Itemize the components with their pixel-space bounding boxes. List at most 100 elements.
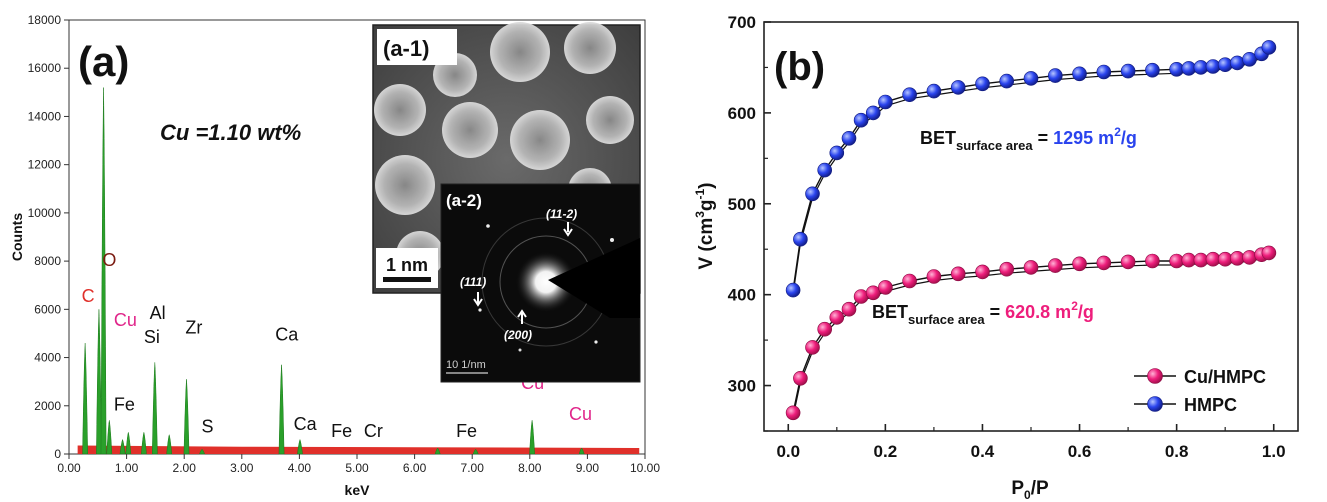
eds-y-tick-label: 6000 <box>34 302 61 316</box>
ring-arrow-111 <box>473 292 483 307</box>
bet-y-tick-label: 600 <box>728 104 756 123</box>
bet-y-tick-label: 300 <box>728 377 756 396</box>
eds-peak-0 <box>82 343 88 455</box>
eds-background <box>77 445 640 454</box>
point-hmpc <box>1242 51 1257 67</box>
point-hmpc <box>878 94 893 110</box>
point-hmpc <box>926 83 942 99</box>
panel-label-a: (a) <box>78 38 129 85</box>
eds-peak-3 <box>106 420 113 455</box>
point-hmpc <box>793 231 808 247</box>
eds-x-tick-label: 2.00 <box>173 461 197 475</box>
ring-arrow-11-2 <box>563 222 573 237</box>
eds-peak-4 <box>119 438 126 455</box>
element-label-zr: Zr <box>185 317 202 337</box>
bet-plot-frame <box>763 21 1299 432</box>
eds-x-tick-label: 6.00 <box>403 461 427 475</box>
point-hmpc <box>829 145 845 161</box>
ring-arrow-200 <box>517 309 527 324</box>
point-cu-hmpc <box>1242 250 1257 265</box>
panel-label-b: (b) <box>774 45 825 89</box>
point-cu-hmpc <box>841 301 857 317</box>
inset2-label: (a-2) <box>446 191 482 210</box>
element-label-s: S <box>201 416 213 436</box>
element-label-si: Si <box>144 327 160 347</box>
point-hmpc <box>817 162 833 178</box>
point-cu-hmpc <box>975 264 990 280</box>
sem-scale-bar <box>383 277 431 282</box>
point-cu-hmpc <box>817 321 833 337</box>
sem-scale-text: 1 nm <box>386 255 428 275</box>
eds-x-tick-label: 9.00 <box>576 461 600 475</box>
point-cu-hmpc <box>829 310 845 325</box>
eds-peak-16 <box>578 447 585 455</box>
point-cu-hmpc <box>865 285 881 301</box>
eds-x-axis-label: keV <box>345 482 371 498</box>
bet-x-tick-label: 0.4 <box>971 442 995 461</box>
element-label-cu: Cu <box>114 310 137 330</box>
eds-x-tick-label: 5.00 <box>345 461 369 475</box>
element-label-o: O <box>102 250 116 270</box>
point-cu-hmpc <box>1048 258 1063 273</box>
point-cu-hmpc <box>785 405 801 421</box>
eds-peak-13 <box>434 447 441 455</box>
point-hmpc <box>805 186 820 202</box>
eds-x-tick-label: 8.00 <box>518 461 542 475</box>
bet-y-tick-label: 400 <box>728 286 756 305</box>
eds-peak-8 <box>166 433 173 455</box>
element-label-cr: Cr <box>364 421 383 441</box>
bet-y-tick-label: 500 <box>728 195 756 214</box>
bet-label-hmpc: BETsurface area = 1295 m2/g <box>920 125 1137 153</box>
eds-y-tick-label: 4000 <box>34 351 61 365</box>
saed-scale-text: 10 1/nm <box>446 359 486 371</box>
eds-y-axis-label: Counts <box>9 213 25 261</box>
eds-x-tick-label: 7.00 <box>461 461 485 475</box>
legend-label-cu-hmpc: Cu/HMPC <box>1184 367 1266 387</box>
point-cu-hmpc <box>878 280 893 295</box>
eds-y-tick-label: 8000 <box>34 254 61 268</box>
bet-panel: 0.0 0.2 0.4 0.6 0.8 1.0 300 400 500 600 700 (b) BE… <box>693 13 1299 502</box>
element-label-ca: Ca <box>275 325 299 345</box>
point-cu-hmpc <box>1169 253 1184 269</box>
eds-axes: 0.00 1.00 2.00 3.00 4.00 5.00 6.00 7.00 8.00 9.00… <box>28 13 661 475</box>
legend-label-hmpc: HMPC <box>1184 395 1237 415</box>
point-cu-hmpc <box>1096 255 1112 271</box>
point-cu-hmpc <box>1230 250 1245 266</box>
eds-x-tick-label: 1.00 <box>115 461 139 475</box>
point-cu-hmpc <box>793 370 808 386</box>
saed-center-spot <box>516 252 576 312</box>
bet-x-tick-label: 0.6 <box>1068 442 1092 461</box>
point-hmpc <box>1023 71 1039 86</box>
legend-marker-cu-hmpc <box>1147 368 1163 384</box>
point-hmpc <box>1072 66 1087 82</box>
bet-x-tick-label: 0.0 <box>776 442 800 461</box>
ring-label-200: (200) <box>504 328 532 342</box>
bet-axes: 0.0 0.2 0.4 0.6 0.8 1.0 300 400 500 600 700 <box>728 13 1286 461</box>
cu-content-annotation: Cu =1.10 wt% <box>160 120 301 145</box>
ring-label-111: (111) <box>460 275 486 289</box>
eds-spectrum <box>77 87 640 455</box>
eds-peak-12 <box>297 438 303 455</box>
point-hmpc <box>865 105 881 121</box>
element-label-c: C <box>82 286 95 306</box>
point-hmpc <box>1048 68 1063 83</box>
point-cu-hmpc <box>1261 245 1277 261</box>
eds-y-tick-label: 18000 <box>28 13 62 27</box>
eds-y-tick-label: 0 <box>54 447 61 461</box>
inset1-label: (a-1) <box>383 36 429 61</box>
eds-x-tick-label: 3.00 <box>230 461 254 475</box>
eds-peak-6 <box>141 431 147 455</box>
element-label-fe: Fe <box>114 395 135 415</box>
eds-x-tick-label: 4.00 <box>288 461 312 475</box>
bet-x-tick-label: 0.2 <box>874 442 898 461</box>
point-hmpc <box>1205 59 1221 74</box>
ring-label-11-2: (11-2) <box>546 207 577 221</box>
eds-peak-10 <box>199 448 206 455</box>
point-cu-hmpc <box>902 273 917 289</box>
eds-y-tick-label: 10000 <box>28 206 62 220</box>
bet-x-tick-label: 0.8 <box>1165 442 1189 461</box>
bet-x-tick-label: 1.0 <box>1262 442 1286 461</box>
saed-inset: (a-2) (11-2) (111) (200) 10 1/nm <box>440 183 641 383</box>
point-cu-hmpc <box>926 269 942 284</box>
